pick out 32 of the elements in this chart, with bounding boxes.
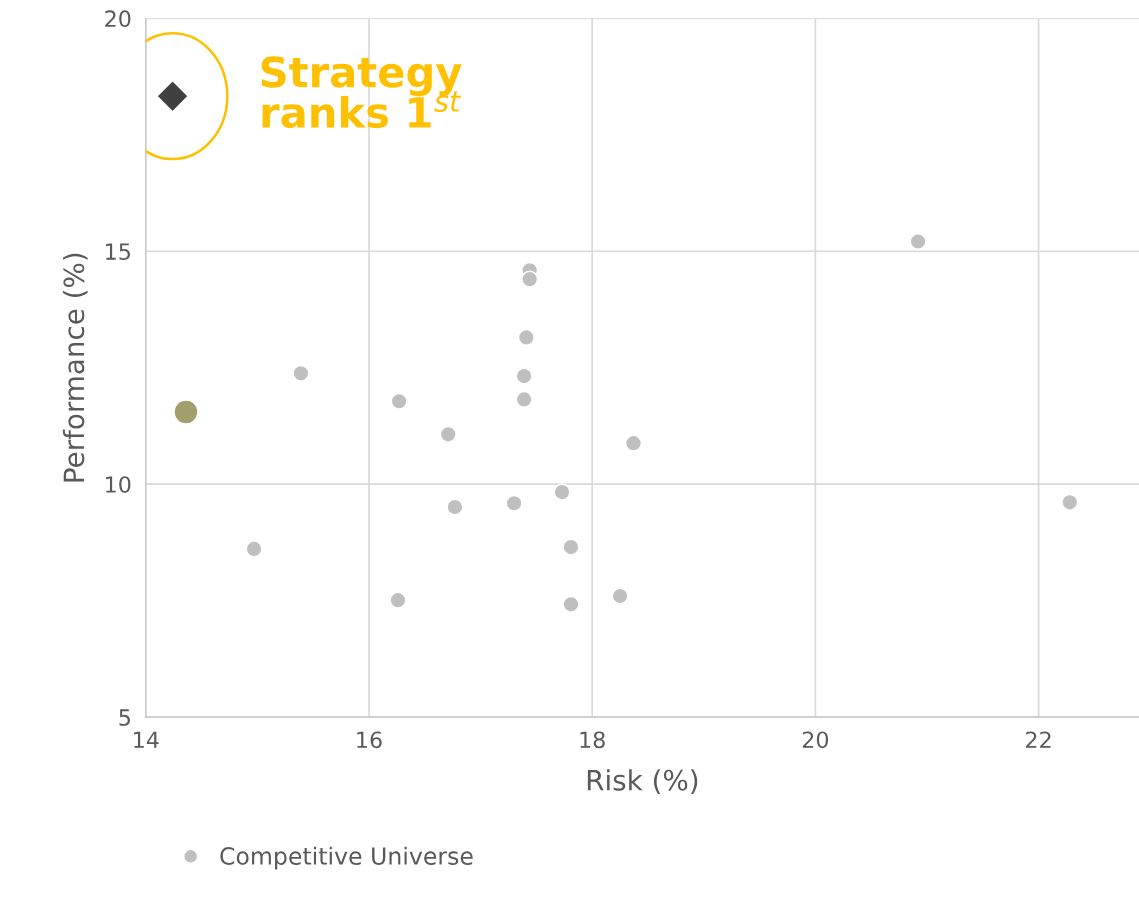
point xyxy=(439,425,457,444)
point xyxy=(390,392,408,411)
legend-label: Competitive Universe xyxy=(220,846,473,870)
point xyxy=(611,587,629,605)
x-tick-label: 18 xyxy=(580,731,605,749)
annotation: Strategy ranks 1$^{st}$ xyxy=(261,56,462,129)
x-tick-label: 16 xyxy=(357,731,382,749)
point xyxy=(1061,493,1079,512)
point xyxy=(909,232,927,251)
y-tick-label: 5 xyxy=(119,709,130,726)
x-tick-label: 20 xyxy=(802,731,829,749)
point xyxy=(624,434,643,452)
point xyxy=(515,367,533,385)
y-tick-label: 20 xyxy=(105,10,131,28)
y-axis-title: Performance (%) xyxy=(62,253,88,482)
y-tick-label: 15 xyxy=(106,243,130,261)
point xyxy=(562,595,580,614)
x-tick-label: 22 xyxy=(1026,731,1051,748)
point xyxy=(505,494,523,513)
point xyxy=(517,328,536,347)
x-axis-title: Risk (%) xyxy=(587,769,698,794)
y-tick-label: 10 xyxy=(106,476,131,493)
point xyxy=(515,390,533,409)
point xyxy=(562,538,580,556)
x-tick-label: 14 xyxy=(134,731,159,748)
point xyxy=(520,270,539,288)
point xyxy=(446,498,464,516)
point xyxy=(173,399,199,425)
point xyxy=(389,591,407,609)
point xyxy=(292,364,310,383)
point xyxy=(553,483,571,501)
point xyxy=(245,540,263,558)
